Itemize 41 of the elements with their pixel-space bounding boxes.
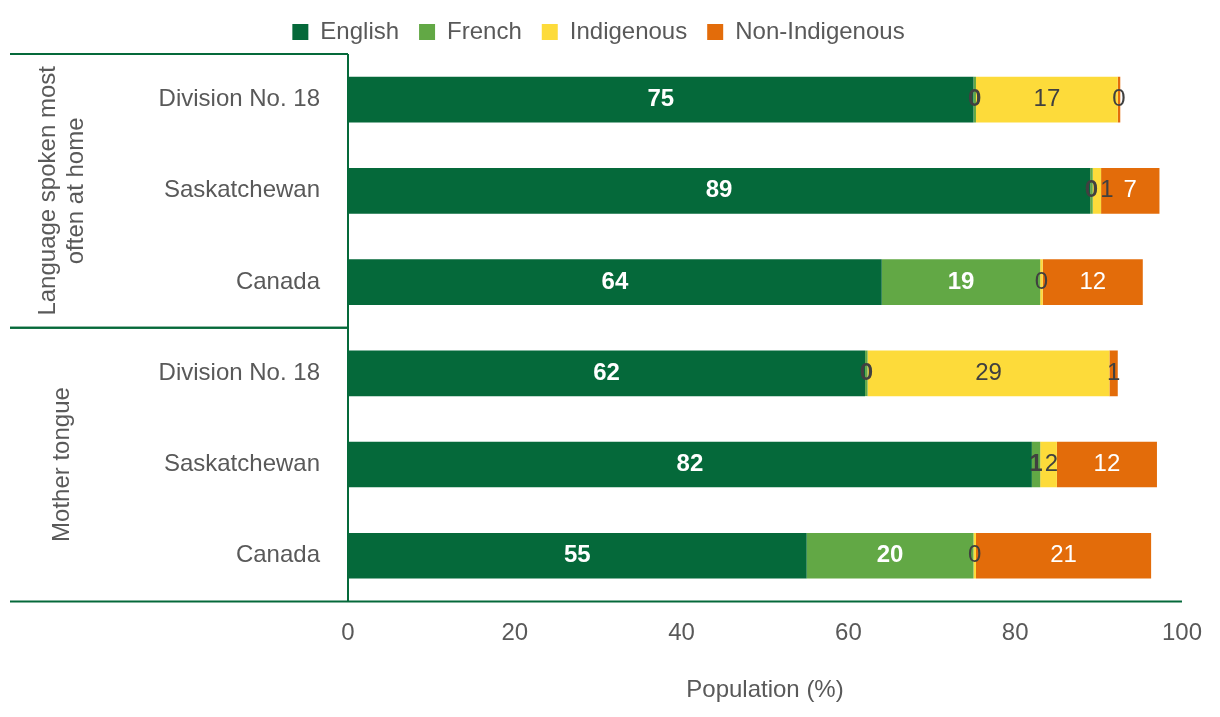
data-label: 29 (975, 357, 1002, 385)
data-label: 17 (1033, 84, 1061, 112)
data-label: 12 (1093, 449, 1121, 477)
x-tick-label: 0 (341, 618, 355, 646)
data-label: 0 (1084, 175, 1099, 203)
x-tick-label: 40 (668, 618, 695, 646)
y-tick-label: Canada (235, 266, 321, 294)
data-label: 20 (876, 540, 904, 568)
x-tick-label: 20 (501, 618, 529, 646)
legend-label: Non-Indigenous (735, 16, 905, 44)
legend-label: French (447, 16, 522, 44)
text: Language spoken most often at home (32, 65, 88, 316)
y-tick-label: Saskatchewan (163, 449, 320, 477)
y-tick-label: Division No. 18 (158, 84, 320, 112)
x-tick-label: 100 (1161, 618, 1202, 646)
data-label: 0 (968, 84, 982, 112)
data-label: 62 (593, 357, 620, 385)
data-label: 21 (1050, 540, 1077, 568)
text: Mother tongue (46, 387, 74, 542)
data-label: 1 (1100, 175, 1114, 203)
bar (1101, 168, 1160, 214)
data-label: 64 (601, 266, 629, 294)
y-tick-label: Canada (235, 540, 321, 568)
bar (1056, 441, 1157, 488)
data-label: 2 (1044, 449, 1059, 477)
legend-label: English (320, 16, 400, 44)
data-label: 0 (859, 357, 873, 385)
x-tick-label: 60 (835, 618, 862, 646)
data-label: 89 (705, 175, 733, 203)
data-label: 7 (1123, 175, 1137, 203)
data-label: 19 (947, 266, 975, 294)
y-tick-label: Division No. 18 (158, 357, 320, 385)
x-axis-title: Population (%) (686, 675, 844, 703)
legend-label: Indigenous (569, 16, 688, 44)
y-tick-label: Saskatchewan (163, 175, 320, 203)
data-label: 82 (676, 449, 704, 477)
data-label: 75 (647, 84, 675, 112)
data-label: 0 (1112, 84, 1126, 112)
data-label: 12 (1079, 266, 1107, 294)
data-label: 55 (563, 540, 591, 568)
x-tick-label: 80 (1001, 618, 1029, 646)
